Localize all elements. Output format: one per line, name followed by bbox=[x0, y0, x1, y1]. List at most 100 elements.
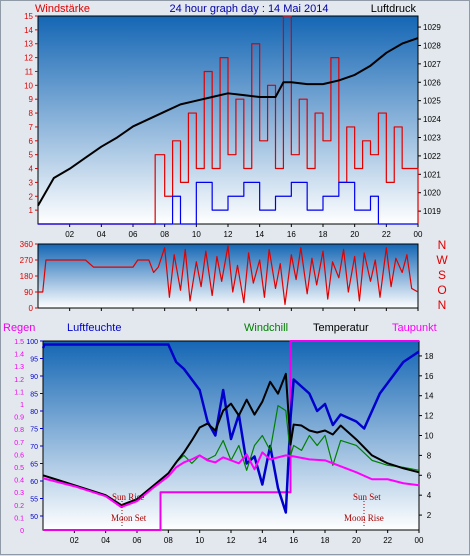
climate-time-label: 16 bbox=[289, 536, 298, 545]
climate-time-label: 04 bbox=[101, 536, 110, 545]
climate-time-label: 10 bbox=[195, 536, 204, 545]
pressure-axis-label: 1023 bbox=[423, 133, 441, 142]
compass-label: N bbox=[438, 298, 447, 312]
wind-axis-label: 15 bbox=[24, 12, 33, 21]
climate-time-label: 18 bbox=[321, 536, 330, 545]
pressure-axis-label: 1025 bbox=[423, 97, 441, 106]
direction-axis-label: 360 bbox=[20, 240, 34, 249]
humidity-axis-label: 90 bbox=[30, 374, 38, 381]
time-axis-label: 22 bbox=[382, 230, 391, 239]
humidity-title: Luftfeuchte bbox=[67, 322, 121, 334]
humidity-axis-label: 85 bbox=[30, 392, 38, 399]
wind-direction-plot-area bbox=[37, 243, 419, 309]
direction-axis-label: 90 bbox=[24, 288, 33, 297]
temperature-axis-label: 12 bbox=[425, 412, 434, 421]
climate-time-label: 12 bbox=[227, 536, 236, 545]
pressure-axis-label: 1020 bbox=[423, 189, 441, 198]
rain-line bbox=[43, 340, 419, 531]
time-axis-label: 12 bbox=[224, 230, 233, 239]
pressure-axis-label: 1022 bbox=[423, 152, 441, 161]
wind-axis-label: 3 bbox=[29, 178, 34, 187]
time-axis-label: 04 bbox=[97, 230, 106, 239]
wind-direction-line bbox=[38, 245, 419, 306]
pressure-axis-label: 1021 bbox=[423, 170, 441, 179]
climate-time-label: 20 bbox=[352, 536, 361, 545]
wind-axis-label: 14 bbox=[24, 26, 33, 35]
wind-axis-label: 10 bbox=[24, 81, 33, 90]
pressure-axis-label: 1028 bbox=[423, 41, 441, 50]
humidity-axis-label: 70 bbox=[30, 444, 38, 451]
rain-axis-label: 0.6 bbox=[14, 452, 24, 459]
direction-axis-label: 180 bbox=[20, 272, 34, 281]
rain-axis-label: 1.2 bbox=[14, 377, 24, 384]
climate-time-label: 14 bbox=[258, 536, 267, 545]
sun-rise-label: Sun Rise bbox=[112, 492, 144, 502]
humidity-axis-label: 100 bbox=[26, 339, 38, 346]
time-axis-label: 10 bbox=[192, 230, 201, 239]
humidity-axis-label: 80 bbox=[30, 409, 38, 416]
temperature-axis-label: 8 bbox=[427, 451, 432, 460]
wind-axis-label: 5 bbox=[29, 151, 34, 160]
rain-axis-label: 0.4 bbox=[14, 478, 24, 485]
wind-axis-label: 13 bbox=[24, 40, 33, 49]
temperature-title: Temperatur bbox=[313, 322, 369, 334]
temperature-axis-label: 18 bbox=[425, 352, 434, 361]
wind-strength-title: Windstärke bbox=[35, 3, 90, 15]
temperature-axis-label: 14 bbox=[425, 392, 434, 401]
time-axis-label: 00 bbox=[414, 230, 423, 239]
time-axis-label: 14 bbox=[255, 230, 264, 239]
dewpoint-line bbox=[42, 451, 420, 509]
humidity-axis-label: 65 bbox=[30, 462, 38, 469]
rain-axis-label: 0.2 bbox=[14, 503, 24, 510]
time-axis-label: 16 bbox=[287, 230, 296, 239]
direction-axis-label: 0 bbox=[29, 304, 34, 313]
time-axis-label: 06 bbox=[129, 230, 138, 239]
wind-axis-label: 7 bbox=[29, 123, 34, 132]
rain-axis-label: 0.5 bbox=[14, 465, 24, 472]
rain-axis-label: 0.9 bbox=[14, 415, 24, 422]
rain-axis-label: 1 bbox=[20, 402, 24, 409]
time-axis-label: 18 bbox=[319, 230, 328, 239]
time-axis-label: 20 bbox=[350, 230, 359, 239]
wind-axis-label: 12 bbox=[24, 54, 33, 63]
pressure-line bbox=[37, 37, 419, 207]
temperature-axis-label: 16 bbox=[425, 372, 434, 381]
pressure-axis-label: 1029 bbox=[423, 23, 441, 32]
wind-gust-line bbox=[38, 181, 418, 225]
time-axis-label: 02 bbox=[65, 230, 74, 239]
compass-label: S bbox=[438, 268, 446, 282]
compass-label: O bbox=[437, 283, 446, 297]
rain-axis-label: 0 bbox=[20, 528, 24, 535]
dewpoint-title: Taupunkt bbox=[392, 322, 437, 334]
pressure-axis-label: 1026 bbox=[423, 78, 441, 87]
rain-axis-label: 1.4 bbox=[14, 352, 24, 359]
wind-axis-label: 9 bbox=[29, 95, 34, 104]
sun-set-label: Sun Set bbox=[353, 492, 381, 502]
rain-title: Regen bbox=[3, 322, 35, 334]
wind-speed-line bbox=[38, 15, 419, 225]
climate-time-label: 22 bbox=[383, 536, 392, 545]
wind-axis-label: 6 bbox=[29, 137, 34, 146]
temperature-axis-label: 6 bbox=[427, 471, 432, 480]
moon-rise-label: Moon Rise bbox=[344, 513, 384, 523]
wind-axis-label: 8 bbox=[29, 109, 34, 118]
rain-axis-label: 0.8 bbox=[14, 427, 24, 434]
humidity-axis-label: 60 bbox=[30, 479, 38, 486]
moon-set-label: Moon Set bbox=[111, 513, 147, 523]
wind-axis-label: 1 bbox=[29, 206, 34, 215]
rain-axis-label: 1.5 bbox=[14, 339, 24, 346]
compass-label: W bbox=[436, 253, 448, 267]
humidity-line bbox=[41, 343, 420, 514]
humidity-axis-label: 50 bbox=[30, 514, 38, 521]
humidity-axis-label: 75 bbox=[30, 427, 38, 434]
pressure-title: Luftdruck bbox=[371, 3, 417, 15]
humidity-axis-label: 55 bbox=[30, 497, 38, 504]
climate-time-label: 06 bbox=[133, 536, 142, 545]
climate-time-label: 00 bbox=[415, 536, 424, 545]
windchill-title: Windchill bbox=[244, 322, 288, 334]
pressure-axis-label: 1024 bbox=[423, 115, 441, 124]
temperature-axis-label: 10 bbox=[425, 432, 434, 441]
rain-axis-label: 1.1 bbox=[14, 389, 24, 396]
climate-time-label: 02 bbox=[70, 536, 79, 545]
